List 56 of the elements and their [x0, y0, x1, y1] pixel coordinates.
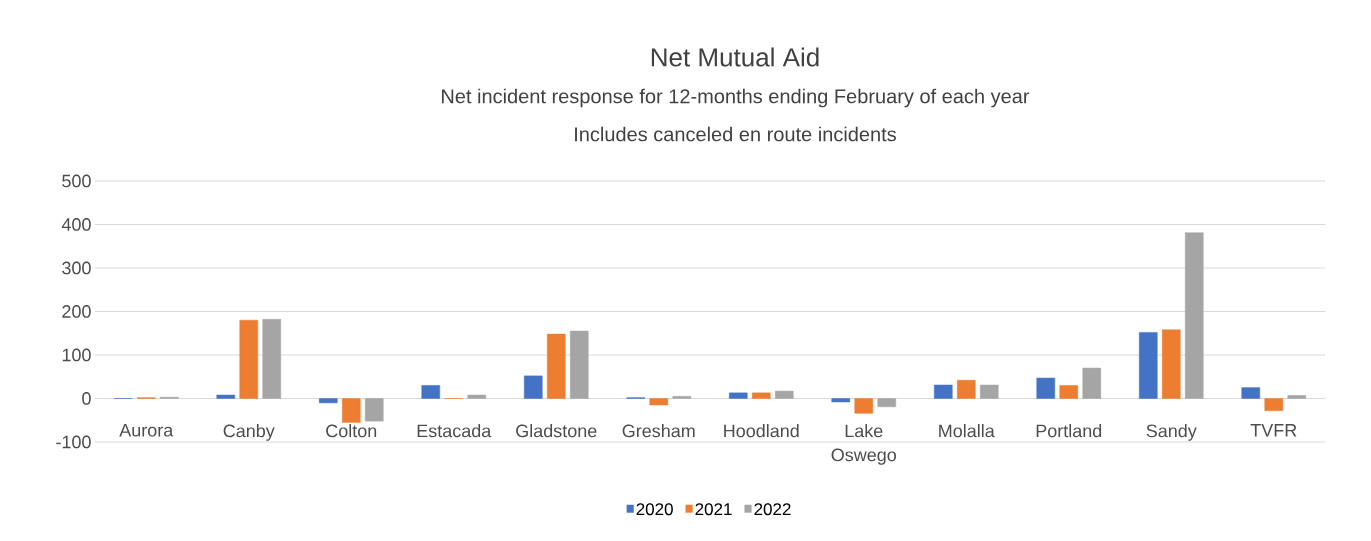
bar	[1162, 329, 1181, 399]
bar	[421, 385, 440, 399]
bar	[854, 398, 874, 414]
y-tick-label: 100	[62, 348, 91, 362]
x-tick-label: Molalla	[939, 424, 995, 438]
y-tick-label: 400	[61, 218, 91, 231]
bar	[980, 384, 999, 399]
bar	[1036, 377, 1056, 399]
x-tick-label: Sandy	[1146, 424, 1197, 441]
bar	[1287, 395, 1307, 399]
x-tick-label: Aurora	[119, 424, 174, 437]
bar	[877, 398, 897, 408]
y-tick-label: 200	[62, 305, 91, 318]
bar	[1264, 398, 1284, 411]
x-tick-label: Lake Oswego	[831, 424, 897, 465]
chart-title: Net Mutual Aid	[651, 47, 819, 67]
x-tick-label: Estacada	[417, 424, 492, 438]
bar	[319, 398, 338, 404]
y-tick-label: 0	[82, 392, 91, 405]
bar	[216, 394, 235, 399]
bar	[775, 390, 794, 399]
legend-label: 2020	[636, 503, 673, 516]
bar	[1059, 385, 1079, 399]
y-tick-label: 300	[62, 261, 91, 275]
bar	[752, 392, 771, 399]
y-tick-label: -100	[56, 435, 91, 449]
bar	[524, 375, 543, 399]
bar	[1139, 332, 1158, 399]
bar	[729, 392, 748, 399]
bar	[467, 394, 486, 399]
x-tick-label: Hoodland	[724, 424, 799, 438]
bar	[365, 398, 384, 422]
bar	[957, 379, 976, 399]
bar	[262, 319, 281, 399]
x-tick-label: Gladstone	[516, 424, 597, 438]
bar	[934, 384, 953, 399]
legend-label: 2021	[695, 503, 732, 516]
legend-label: 2022	[754, 503, 791, 516]
bar	[547, 333, 566, 399]
bar	[570, 330, 589, 399]
x-tick-label: Gresham	[622, 424, 695, 438]
bar	[1241, 387, 1260, 399]
chart-subtitle: Net incident response for 12-months ending February of each year	[442, 88, 1030, 108]
y-tick-label: 500	[62, 174, 91, 188]
bar	[831, 398, 851, 403]
x-tick-label: Portland	[1036, 424, 1102, 438]
text: Includes canceled en route incidents	[575, 126, 896, 142]
bar	[649, 398, 669, 406]
x-tick-label: TVFR	[1250, 424, 1297, 437]
bar	[1082, 367, 1102, 399]
bar	[672, 396, 692, 399]
x-tick-label: Colton	[326, 424, 377, 438]
bar	[239, 319, 258, 399]
bar	[1185, 232, 1204, 399]
x-tick-label: Canby	[223, 424, 275, 441]
bar	[342, 398, 361, 423]
